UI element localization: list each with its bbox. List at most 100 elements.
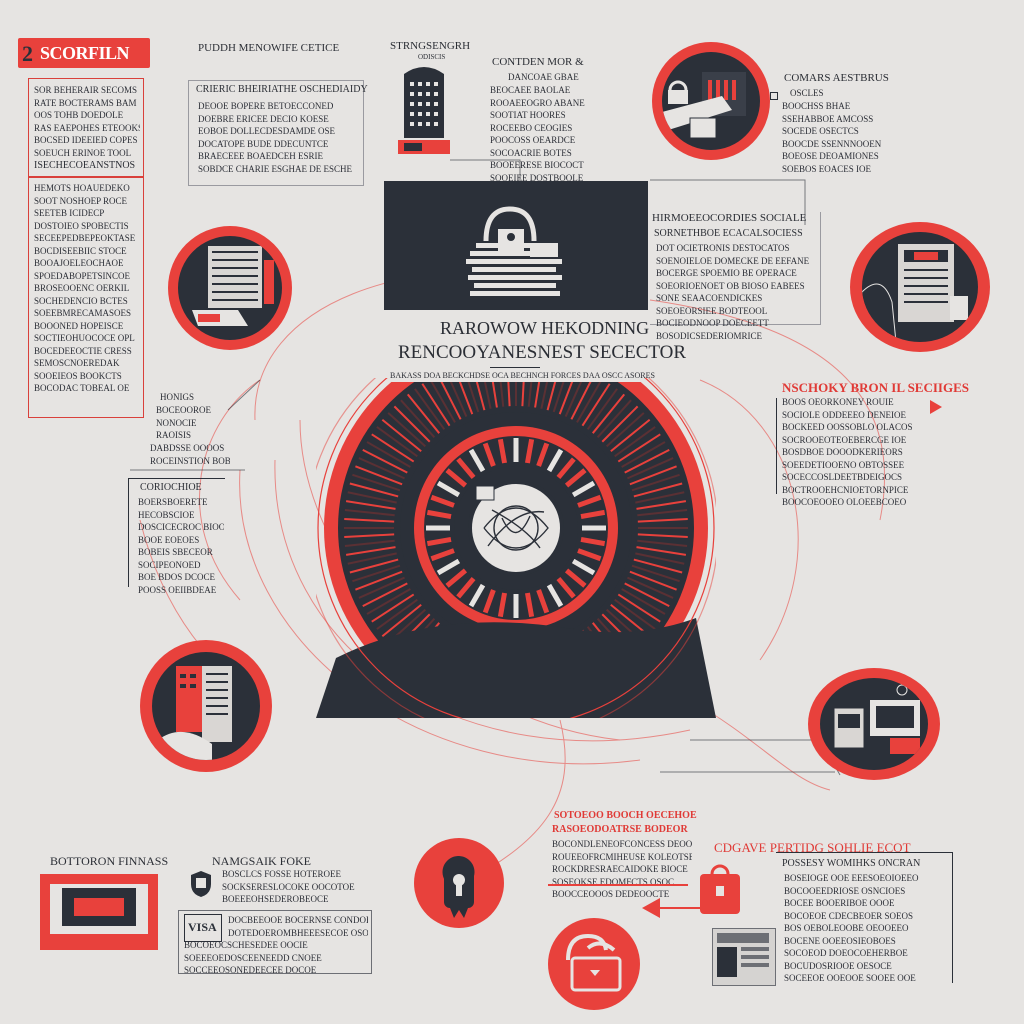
- dial-tick: [633, 482, 683, 498]
- lock-icon: [466, 206, 562, 296]
- text-line: SOCOEOD DOEOCOEHERBOE: [784, 948, 908, 958]
- dial-segment: [564, 568, 587, 588]
- dial-segment: [524, 438, 535, 464]
- text-line: SOCOACRIE BOTES: [490, 147, 572, 158]
- top-col1-heading: CRIERIC BHEIRIATHE OSCHEDIAIDY: [196, 84, 368, 95]
- server-room-circle: [652, 42, 770, 160]
- dial-tick: [381, 603, 422, 638]
- dial-tick: [636, 546, 687, 556]
- text-line: BOE BDOS DCOCE: [138, 572, 216, 582]
- keyhole-icon: [442, 856, 475, 918]
- text-line: BOOCCEOOOS DEDEOOCTE: [552, 889, 670, 899]
- text-line: DOCBEEOOE BOCERNSE CONDOEN: [228, 915, 368, 925]
- left-panel-lines-1: SOR BEHERAIR SECOMS RATE BOCTERAMS BAM OOS…: [34, 84, 140, 159]
- text-line: BOERSBOERETE: [138, 497, 208, 507]
- dial-tick: [362, 449, 408, 474]
- text-line: NONOCIE: [156, 417, 197, 428]
- terminal-circle-right: [808, 668, 940, 780]
- text-line: BOCONDLENEOFCONCESS DEOOE: [552, 839, 692, 849]
- dial-tick: [601, 405, 639, 443]
- text-line: BOCIEODNOOP DOECEETT: [656, 318, 769, 328]
- text-line: BOSODICSEDERIOMRICE: [656, 330, 763, 341]
- dial-tick: [631, 473, 680, 492]
- dial-tick: [461, 382, 480, 413]
- dial-tick: [376, 426, 418, 458]
- text-line: SOCECCOSLDEETBDEIGOCS: [782, 472, 903, 482]
- central-dial: [305, 325, 719, 739]
- text-line: SOCCEEOSONEDEECEE DOCOE: [184, 965, 317, 975]
- dial-segment: [571, 480, 596, 498]
- left-info-panel: [28, 78, 144, 418]
- dial-tick: [546, 382, 562, 411]
- dial-segment: [580, 509, 606, 520]
- bottom-center-heading: SOTOEOO BOOCH OECEHOE: [554, 810, 697, 821]
- dial-tick: [445, 382, 468, 417]
- dial-segment: [556, 457, 576, 480]
- dial-segment: [564, 468, 587, 488]
- dial-segment: [445, 468, 468, 488]
- dial-segment: [546, 448, 564, 473]
- dial-tick: [355, 465, 403, 486]
- dial-tick: [635, 552, 685, 565]
- laptop-screen: [62, 888, 136, 926]
- dial-tick: [617, 593, 661, 623]
- dial-tick: [629, 570, 677, 591]
- dial-segment: [430, 494, 455, 508]
- dial-tick: [488, 382, 498, 408]
- bottom-left-title-1: BOTTORON FINNASS: [50, 854, 169, 868]
- dial-tick: [570, 382, 595, 420]
- text-line: BOCEE BOOERIBOE OOOE: [784, 898, 895, 908]
- center-caption: BAKASS DOA BECKCHDSE OCA BECHNCH FORCES …: [390, 371, 655, 380]
- dial-tick: [497, 382, 505, 407]
- text-line: SOOT NOSHOEP ROCE: [34, 195, 128, 206]
- dial-tick: [627, 576, 674, 599]
- text-line: BOCOEOCSCHESEDEE OOCIE: [184, 940, 308, 950]
- text-line: SOEEEOEDOSCEENEEDD CNOEE: [184, 952, 322, 963]
- text-line: DOSTOIEO SPOBECTIS: [34, 220, 129, 231]
- dial-segment: [497, 592, 508, 618]
- dial-tick: [627, 457, 674, 480]
- dial-tick: [564, 382, 587, 417]
- dial-segment: [577, 548, 602, 562]
- visa-label: VISA: [188, 920, 217, 934]
- dial-segment: [497, 438, 508, 464]
- text-line: SECEEPEDBEPEOKTASE: [34, 233, 136, 243]
- dial-tick: [437, 382, 462, 420]
- center-title-light: [384, 310, 648, 381]
- dial-tick: [581, 383, 611, 427]
- text-line: SOEORIOENOET OB BIOSO EABEES: [656, 280, 805, 291]
- text-line: BOOEERESE BIOCOCT: [490, 160, 584, 170]
- text-line: BOCEOOROE: [156, 405, 212, 415]
- right-lower-rule: [776, 398, 777, 494]
- text-line: SOOEIEE DOSTBOOLE: [490, 172, 584, 183]
- server-icon: [192, 246, 274, 326]
- text-line: BOEEEOHSEDEROBEOCE: [222, 894, 329, 904]
- dial-tick: [621, 441, 666, 468]
- dial-tick: [393, 405, 431, 443]
- text-line: SOBDCE CHARIE ESGHAE DE ESCHE: [198, 163, 353, 174]
- dial-tick: [349, 482, 399, 498]
- server-hand-circle-lower-left: [140, 640, 272, 772]
- bottom-right-sub: POSSESY WOMIHKS ONCRAN: [782, 858, 921, 869]
- server-icon: [158, 666, 232, 760]
- text-line: BOCOOEEDRIOSE OSNCIOES: [784, 885, 906, 896]
- dial-tick: [605, 412, 645, 448]
- dial-tick: [414, 388, 446, 430]
- text-line: BOS OEBOLEOOBE OEOOEEO: [784, 923, 909, 933]
- dial-tick: [355, 570, 403, 591]
- dial-tick: [344, 539, 395, 547]
- text-line: DEOOE BOPERE BETOECCONED: [198, 101, 334, 111]
- unlocked-padlock-circle: [548, 918, 640, 1010]
- dial-tick: [376, 598, 418, 630]
- text-line: DOTEDOEROMBHEEESECOE OSOE: [228, 927, 368, 938]
- padlock-icon: [662, 72, 746, 139]
- text-line: BOCERGE SPOEMIO BE OPERACE: [656, 268, 797, 278]
- dial-tick: [636, 500, 687, 510]
- text-line: SOCKSERESLOCOKE OOCOTOE: [222, 881, 355, 892]
- text-line: BOEOSE DEOAMIONES: [782, 151, 879, 161]
- keyhole-circle: [414, 838, 504, 928]
- left-panel-heading: ISECHECOEANSTNOS: [34, 160, 136, 171]
- text-line: BRAECEEE BOAEDCEH ESRIE: [198, 151, 323, 161]
- text-line: POOCOSS OEARDCE: [490, 135, 576, 145]
- header-col3-title: CONTDEN MOR &: [492, 56, 584, 68]
